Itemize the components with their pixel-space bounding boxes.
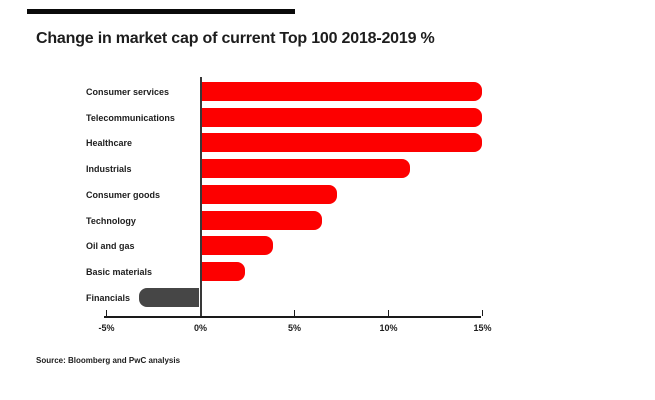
category-label-financials: Financials	[86, 292, 131, 303]
bar-telecommunications	[201, 108, 482, 127]
x-tick-label-0-: 0%	[193, 323, 207, 333]
bar-industrials	[201, 159, 411, 178]
zero-axis-line	[199, 77, 202, 317]
category-label-telecommunications: Telecommunications	[86, 112, 175, 123]
category-label-consumer-goods: Consumer goods	[86, 189, 161, 200]
bar-healthcare	[201, 133, 482, 152]
category-label-healthcare: Healthcare	[86, 137, 133, 148]
bar-financials	[139, 288, 200, 307]
source-note: Source: Bloomberg and PwC analysis	[36, 356, 181, 365]
category-label-oil-and-gas: Oil and gas	[86, 240, 135, 251]
bar-basic-materials	[201, 262, 245, 281]
x-tick-label-10-: 10%	[379, 323, 398, 333]
category-label-technology: Technology	[86, 215, 136, 226]
x-axis-tick-10-	[387, 310, 390, 316]
x-axis-tick-5-	[293, 310, 296, 316]
bar-oil-and-gas	[201, 236, 273, 255]
top-rule	[27, 9, 295, 14]
bar-consumer-goods	[201, 185, 337, 204]
x-axis-tick-15-	[481, 310, 484, 316]
bar-consumer-services	[201, 82, 482, 101]
bar-technology	[201, 211, 322, 230]
x-tick-label-15-: 15%	[473, 323, 492, 333]
x-axis-line	[104, 315, 481, 318]
chart-title: Change in market cap of current Top 100 …	[36, 30, 435, 47]
x-axis-tick--5-	[105, 310, 108, 316]
category-label-consumer-services: Consumer services	[86, 86, 170, 97]
category-label-industrials: Industrials	[86, 163, 132, 174]
category-label-basic-materials: Basic materials	[86, 266, 153, 277]
x-tick-label--5-: -5%	[98, 323, 115, 333]
x-tick-label-5-: 5%	[287, 323, 301, 333]
